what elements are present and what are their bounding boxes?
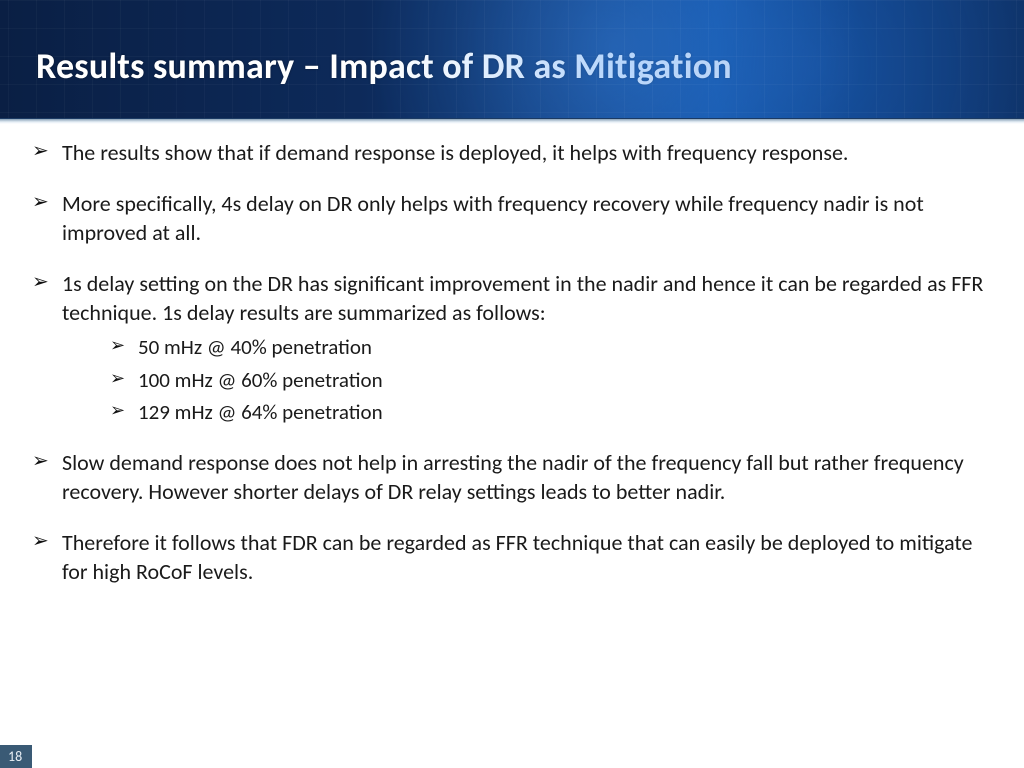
- bullet-text: The results show that if demand response…: [62, 139, 848, 166]
- sub-bullet-text: 100 mHz @ 60% penetration: [138, 367, 383, 393]
- bullet-item: 1s delay setting on the DR has significa…: [28, 269, 996, 426]
- bullet-list: The results show that if demand response…: [28, 138, 996, 586]
- sub-bullet-list: 50 mHz @ 40% penetration 100 mHz @ 60% p…: [110, 333, 996, 426]
- sub-bullet-item: 50 mHz @ 40% penetration: [110, 333, 996, 361]
- bullet-text: 1s delay setting on the DR has significa…: [62, 270, 983, 326]
- sub-bullet-text: 129 mHz @ 64% penetration: [138, 399, 383, 425]
- bullet-item: More specifically, 4s delay on DR only h…: [28, 189, 996, 247]
- page-number: 18: [0, 745, 32, 768]
- sub-bullet-text: 50 mHz @ 40% penetration: [138, 334, 372, 360]
- bullet-item: Slow demand response does not help in ar…: [28, 448, 996, 506]
- sub-bullet-item: 100 mHz @ 60% penetration: [110, 366, 996, 394]
- header-divider: [0, 118, 1024, 124]
- slide-header: Results summary – Impact of DR as Mitiga…: [0, 0, 1024, 118]
- bullet-text: More specifically, 4s delay on DR only h…: [62, 190, 924, 246]
- bullet-item: Therefore it follows that FDR can be reg…: [28, 528, 996, 586]
- bullet-text: Therefore it follows that FDR can be reg…: [62, 529, 973, 585]
- slide-body: The results show that if demand response…: [28, 138, 996, 732]
- bullet-item: The results show that if demand response…: [28, 138, 996, 167]
- slide-title: Results summary – Impact of DR as Mitiga…: [36, 44, 988, 88]
- sub-bullet-item: 129 mHz @ 64% penetration: [110, 398, 996, 426]
- slide: Results summary – Impact of DR as Mitiga…: [0, 0, 1024, 768]
- bullet-text: Slow demand response does not help in ar…: [62, 449, 964, 505]
